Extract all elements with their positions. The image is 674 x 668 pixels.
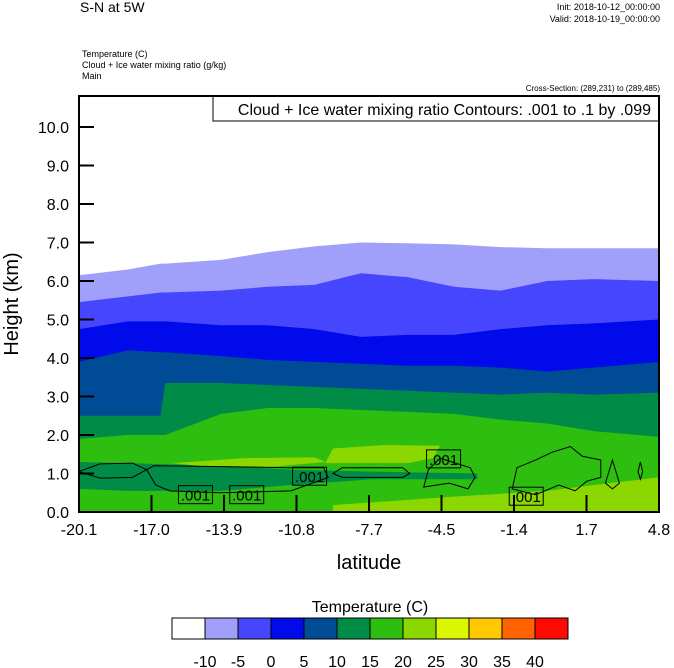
fill-patch-10-15 [79,461,478,491]
contour-label: .001 [232,488,261,505]
colorbar-label: 10 [328,654,346,668]
x-tick-label: -1.4 [500,522,528,539]
colorbar-swatch [237,617,272,640]
fill-patch-20-25 [325,445,441,464]
contour-label: .001 [429,452,458,469]
contour-label: .001 [295,469,324,486]
contour-label-box [508,486,544,506]
fill-patch-20-25 [332,477,659,512]
x-tick-label: -7.7 [355,522,383,539]
colorbar-swatch [369,617,404,640]
colorbar-swatch [270,617,305,640]
y-tick-label: 9.0 [47,159,69,176]
colorbar-swatch [534,617,569,640]
colorbar-label: 15 [361,654,379,668]
y-axis-label: Height (km) [1,252,23,355]
field-label-cloud-ice: Cloud + Ice water mixing ratio (g/kg) [82,60,226,70]
y-tick-label: 1.0 [47,467,69,484]
x-tick-label: 4.8 [648,522,670,539]
valid-time: Valid: 2018-10-19_00:00:00 [550,14,660,24]
colorbar-label: 40 [526,654,544,668]
y-tick-label: 6.0 [47,274,69,291]
y-tick-label: 2.0 [47,428,69,445]
contour-line [145,465,329,494]
contour-line [604,458,620,490]
x-tick-label: -17.0 [133,522,170,539]
contour-line [331,467,411,478]
contour-label-box [426,449,462,469]
colorbar-label: 25 [427,654,445,668]
y-tick-label: 3.0 [47,390,69,407]
x-tick-label: -20.1 [61,522,98,539]
fill-patch-20-25 [172,457,326,467]
x-tick-label: -13.9 [206,522,243,539]
init-time: Init: 2018-10-12_00:00:00 [557,2,660,12]
y-tick-label: 10.0 [38,120,69,137]
contour-line [637,461,644,482]
x-tick-label: -4.5 [428,522,456,539]
contour-label: .001 [512,489,541,506]
colorbar-swatch [171,617,206,640]
x-tick-label: -10.8 [278,522,315,539]
temperature-fill [79,96,659,512]
x-tick-label: 1.7 [575,522,597,539]
field-label-main: Main [82,71,102,81]
colorbar-swatch [501,617,536,640]
contour-label-box [229,485,265,505]
colorbar-title: Temperature (C) [312,599,428,616]
contour-line [511,445,602,496]
contour-label-box [292,466,328,486]
y-tick-label: 5.0 [47,313,69,330]
cross-section-label: Cross-Section: (289,231) to (289,485) [526,84,661,93]
y-tick-label: 4.0 [47,351,69,368]
colorbar-label: 5 [300,654,309,668]
contour-legend-text: Cloud + Ice water mixing ratio Contours:… [238,102,651,119]
colorbar-label: -5 [231,654,245,668]
colorbar-swatch [303,617,338,640]
axes: 0.0 1.0 2.0 3.0 4.0 5.0 6.0 7.0 8.0 9.0 10.0 -20.1 -… [38,120,670,539]
contour-labels: .001 .001 .001 .001 .001 [177,449,544,506]
chart-title: S-N at 5W [80,0,145,15]
x-axis-label: latitude [337,552,402,574]
contour-label: .001 [181,488,210,505]
y-tick-label: 8.0 [47,197,69,214]
colorbar-swatch [204,617,239,640]
colorbar-label: 0 [267,654,276,668]
colorbar-label: -10 [193,654,216,668]
colorbar-label: 30 [460,654,478,668]
y-tick-label: 0.0 [47,505,69,522]
contour-label-box [177,485,213,505]
colorbar-swatch [468,617,503,640]
colorbar: -10 -5 0 5 10 15 20 25 30 35 40 [171,617,569,668]
contour-legend-box [212,95,660,122]
colorbar-swatch [402,617,437,640]
colorbar-swatch [435,617,470,640]
y-tick-label: 7.0 [47,236,69,253]
field-label-temperature: Temperature (C) [82,49,148,59]
colorbar-swatch [336,617,371,640]
colorbar-label: 35 [493,654,511,668]
colorbar-label: 20 [394,654,412,668]
